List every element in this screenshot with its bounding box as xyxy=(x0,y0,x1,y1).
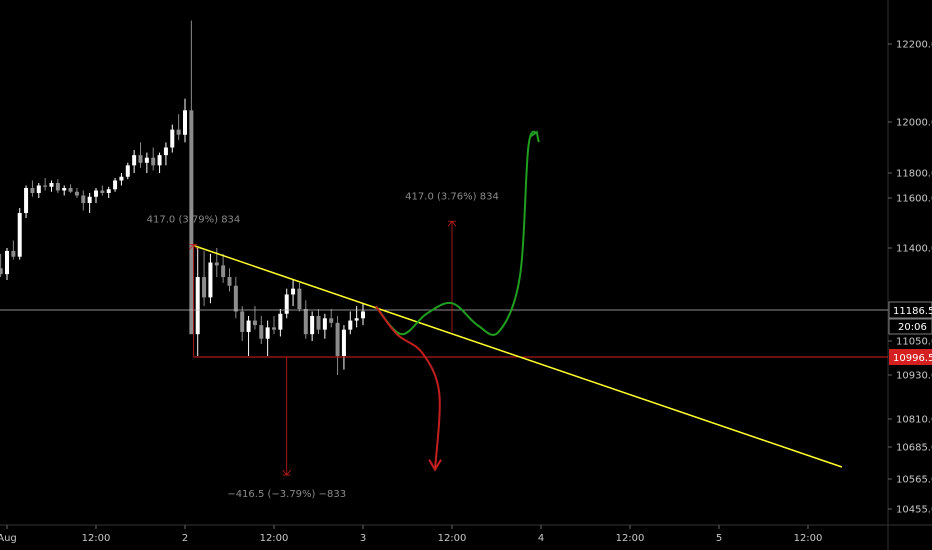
x-tick-label: 2 xyxy=(182,533,188,544)
x-tick-label: 12:00 xyxy=(82,533,111,544)
candle-body xyxy=(214,262,219,266)
candle-body xyxy=(354,318,359,321)
measure-down-label: −416.5 (−3.79%) −833 xyxy=(227,489,346,500)
y-tick-label: 10685.0 xyxy=(896,443,932,454)
axes-layer: 12200.0 12000.0 11800.0 11600.0 11400.0 11050… xyxy=(0,40,932,544)
candle-body xyxy=(310,316,315,335)
current-price-tag xyxy=(888,301,932,319)
y-tick-label: 10455.0 xyxy=(896,505,932,516)
candle-body xyxy=(87,196,92,203)
candle-body xyxy=(144,157,149,163)
countdown-tag xyxy=(888,318,932,335)
candle-body xyxy=(94,190,98,197)
candle-body xyxy=(36,185,41,193)
candles-layer xyxy=(0,20,365,375)
candle-body xyxy=(62,188,67,191)
candle-body xyxy=(106,189,111,193)
candle-body xyxy=(316,316,321,330)
x-tick-label: Aug xyxy=(0,533,17,544)
x-tick-label: 5 xyxy=(716,533,722,544)
x-tick-label: 12:00 xyxy=(794,533,823,544)
candle-body xyxy=(252,320,257,326)
x-tick-label: 12:00 xyxy=(438,533,467,544)
level-price-tag xyxy=(889,349,932,365)
candle-body xyxy=(176,129,181,135)
candle-body xyxy=(265,327,270,339)
candle-body xyxy=(43,185,48,187)
countdown-label: 20:06 xyxy=(898,322,927,333)
candle-body xyxy=(202,277,207,298)
bullish-arrowhead xyxy=(530,130,540,143)
candle-body xyxy=(119,176,124,181)
candle-body xyxy=(138,155,143,163)
drawings-layer: 417.0 (3.76%) 834 417.0 (3.79%) 834 −416.5… xyxy=(0,130,888,500)
candle-body xyxy=(221,265,226,278)
candle-body xyxy=(55,183,60,191)
level-price-label: 10996.5 xyxy=(893,353,932,364)
y-tick-label: 11800.0 xyxy=(896,169,932,180)
candle-body xyxy=(30,188,35,193)
current-price-label: 11186.5 xyxy=(893,306,932,317)
candle-body xyxy=(81,195,86,203)
candle-body xyxy=(335,322,340,356)
x-tick-label: 3 xyxy=(360,533,366,544)
candle-body xyxy=(163,147,168,156)
candle-body xyxy=(157,155,162,166)
measure-left-label: 417.0 (3.79%) 834 xyxy=(147,215,241,226)
candle-body xyxy=(361,311,365,319)
bullish-scenario-path xyxy=(374,130,538,336)
candle-body xyxy=(189,110,194,335)
y-tick-label: 12200.0 xyxy=(896,40,932,51)
measure-up-label: 417.0 (3.76%) 834 xyxy=(405,191,499,202)
candle-body xyxy=(195,277,200,335)
x-tick-label: 12:00 xyxy=(616,533,645,544)
candle-body xyxy=(24,188,29,213)
candle-body xyxy=(233,285,238,312)
candle-body xyxy=(348,320,353,330)
candle-body xyxy=(132,155,137,166)
y-tick-label: 10810.0 xyxy=(896,415,932,426)
candle-body xyxy=(227,277,232,286)
bearish-scenario-path xyxy=(374,305,441,470)
candle-body xyxy=(303,308,308,335)
x-tick-label: 4 xyxy=(538,533,544,544)
y-tick-label: 10565.0 xyxy=(896,475,932,486)
y-tick-label: 10930.0 xyxy=(896,371,932,382)
candle-body xyxy=(272,327,276,330)
candle-body xyxy=(49,183,54,187)
candle-body xyxy=(113,180,118,190)
bearish-arrowhead xyxy=(428,459,442,472)
candle-body xyxy=(246,320,251,332)
candle-body xyxy=(74,191,79,196)
candle-body xyxy=(183,110,187,135)
candle-body xyxy=(100,190,105,193)
candle-body xyxy=(278,313,283,330)
candle-body xyxy=(284,294,289,314)
candle-body xyxy=(322,318,327,330)
candle-body xyxy=(5,250,9,275)
candle-body xyxy=(329,318,334,323)
candle-body xyxy=(151,157,156,166)
candle-body xyxy=(259,325,264,339)
candle-body xyxy=(17,213,22,257)
candle-body xyxy=(291,288,296,295)
descending-trendline xyxy=(193,244,843,468)
x-tick-label: 12:00 xyxy=(260,533,289,544)
candle-body xyxy=(208,262,213,298)
candle-body xyxy=(297,288,302,309)
y-tick-label: 11400.0 xyxy=(896,244,932,255)
y-tick-label: 11050.0 xyxy=(896,337,932,348)
candle-body xyxy=(170,129,175,148)
y-tick-label: 11600.0 xyxy=(896,194,932,205)
candle-body xyxy=(125,165,130,177)
candle-body xyxy=(68,188,73,192)
candle-body xyxy=(0,268,3,275)
candle-body xyxy=(240,311,245,332)
y-tick-label: 12000.0 xyxy=(896,118,932,129)
candle-body xyxy=(341,329,346,356)
candle-body xyxy=(11,250,16,257)
